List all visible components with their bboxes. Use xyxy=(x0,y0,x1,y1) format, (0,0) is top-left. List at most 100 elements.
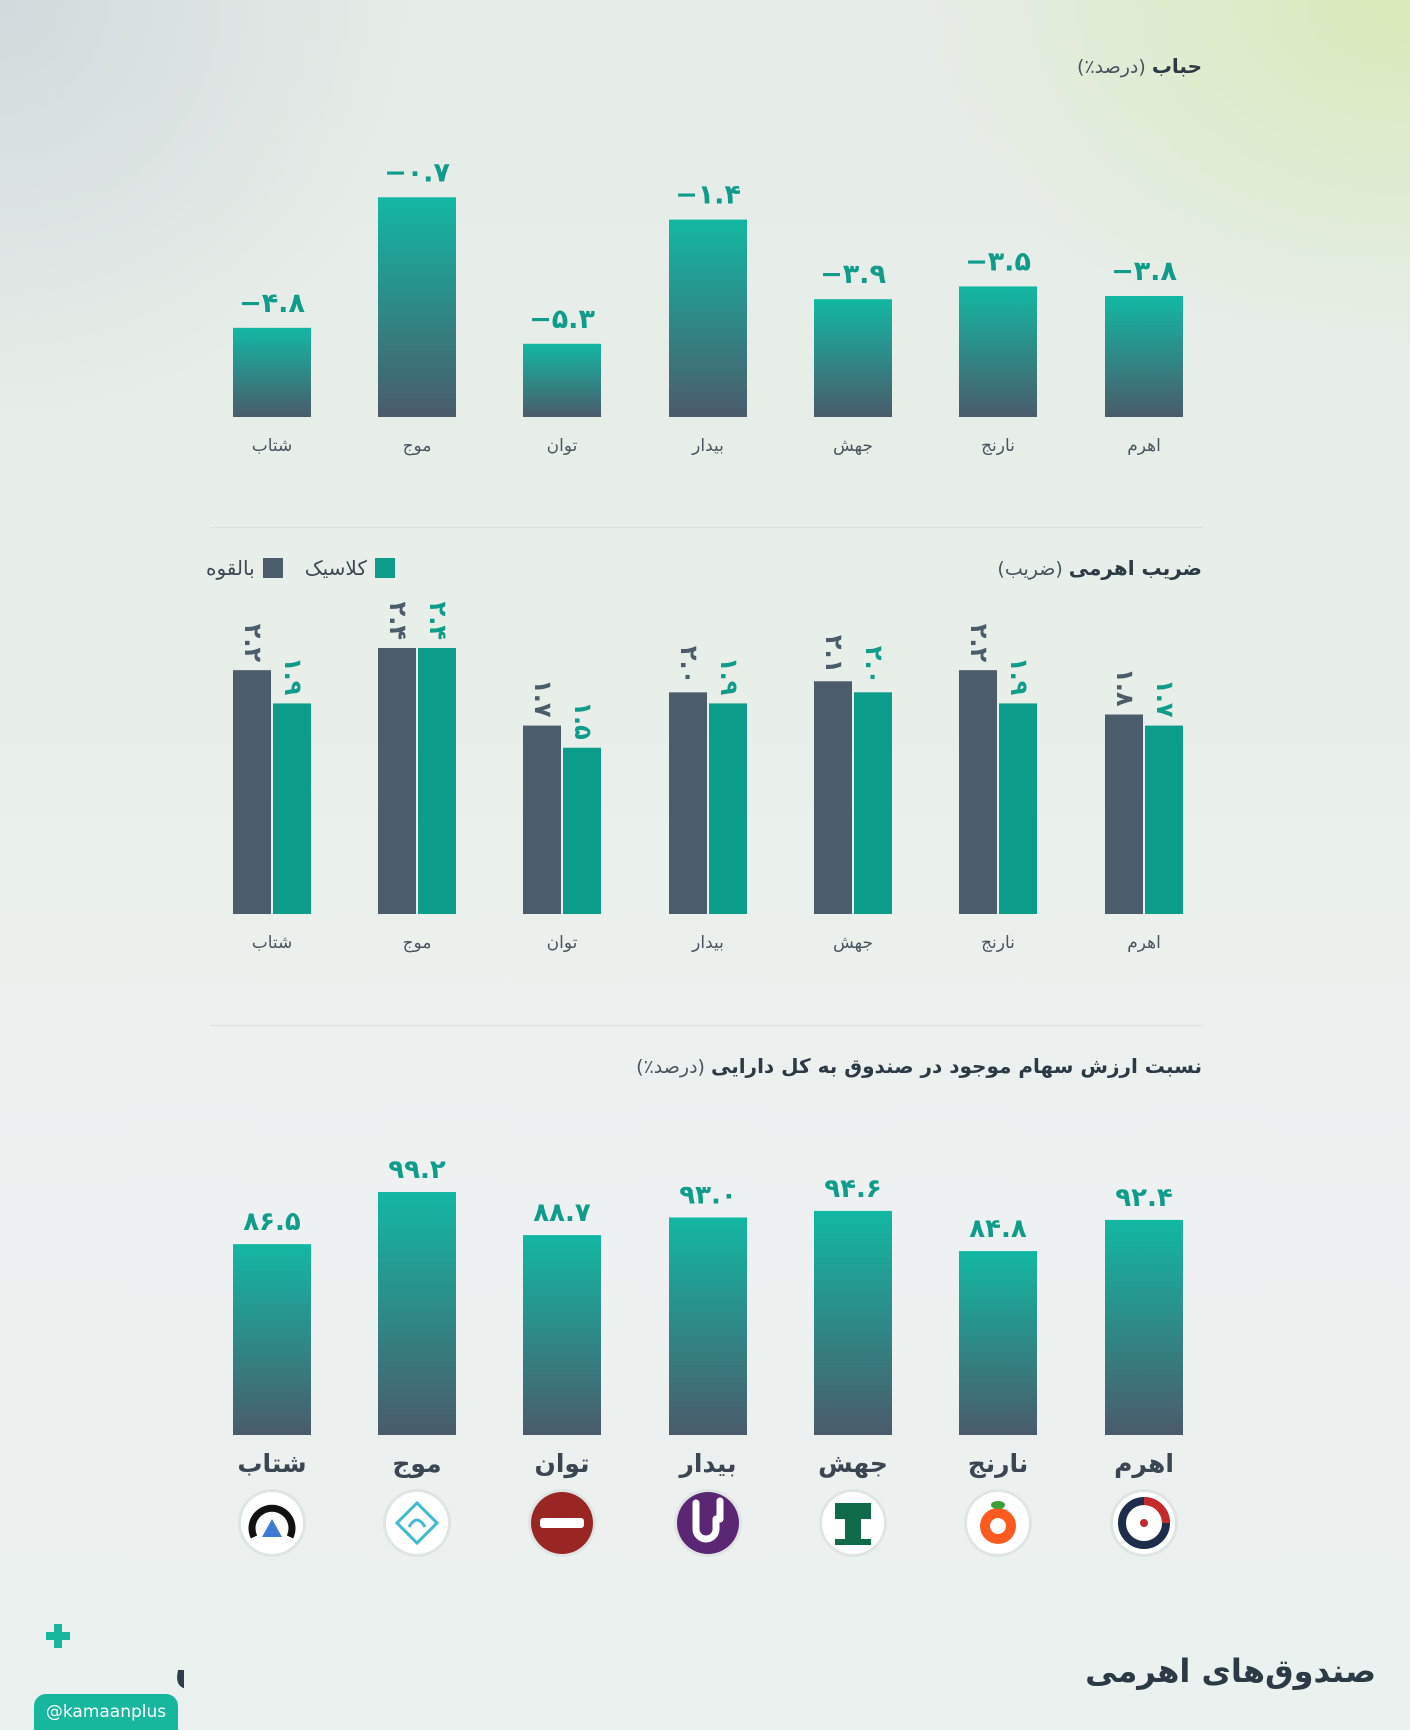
x-label-bubble-0: اهرم xyxy=(1127,436,1161,456)
value-label-ratio-1: ۸۴.۸ xyxy=(969,1214,1027,1244)
value-label-bubble-5: −۰.۷ xyxy=(384,157,450,188)
bar-potential-6 xyxy=(233,670,271,914)
legend-label-classic: کلاسیک xyxy=(304,556,367,580)
x-label-ratio-1: نارنج xyxy=(968,1449,1029,1479)
bar-ratio-2 xyxy=(814,1210,892,1435)
bar-potential-3 xyxy=(669,692,707,914)
bar-potential-4 xyxy=(523,725,561,914)
chart3-title-text: نسبت ارزش سهام موجود در صندوق به کل دارا… xyxy=(710,1054,1202,1078)
bar-bubble-0 xyxy=(1105,296,1183,417)
kamaan-plus-icon xyxy=(46,1624,70,1648)
value-label-classic-3: ۱.۹ xyxy=(715,657,743,696)
value-label-ratio-2: ۹۴.۶ xyxy=(824,1174,881,1204)
tavan-logo-icon xyxy=(528,1489,596,1557)
chart3-unit: (درصد٪) xyxy=(636,1056,705,1078)
value-label-classic-2: ۲.۰ xyxy=(860,646,888,684)
x-label-bubble-2: جهش xyxy=(833,436,873,456)
bar-bubble-6 xyxy=(233,327,311,417)
legend-swatch-potential xyxy=(262,558,283,578)
moj-logo-icon xyxy=(383,1489,451,1557)
bar-bubble-2 xyxy=(814,299,892,417)
x-label-bubble-6: شتاب xyxy=(252,436,293,456)
x-label-bubble-3: بیدار xyxy=(691,436,724,456)
chart2-title: ضریب اهرمی(ضریب) xyxy=(997,556,1202,580)
bar-classic-5 xyxy=(418,648,456,914)
value-label-ratio-4: ۸۸.۷ xyxy=(533,1198,591,1228)
bar-ratio-4 xyxy=(523,1235,601,1435)
value-label-potential-4: ۱.۷ xyxy=(529,679,557,718)
bar-classic-0 xyxy=(1145,725,1183,914)
bar-bubble-1 xyxy=(959,286,1037,417)
bar-classic-1 xyxy=(999,703,1037,914)
value-label-classic-6: ۱.۹ xyxy=(279,657,307,696)
bar-classic-2 xyxy=(854,692,892,914)
chart2-legend: کلاسیک بالقوه xyxy=(206,556,395,580)
bar-potential-0 xyxy=(1105,714,1143,914)
x-label-ratio-0: اهرم xyxy=(1114,1449,1174,1479)
value-label-ratio-3: ۹۳.۰ xyxy=(679,1180,736,1210)
value-label-bubble-6: −۴.۸ xyxy=(239,288,305,319)
value-label-potential-2: ۲.۱ xyxy=(820,635,848,673)
bar-ratio-3 xyxy=(669,1217,747,1435)
kamaan-logo: کمان xyxy=(46,1624,184,1694)
stock-ratio-chart: ۹۲.۴ اهرم ۸۴.۸ نارنج ۹۴.۶ جهش ۹۳.۰ بیدار ۸۸.۷ توا… xyxy=(233,1155,1183,1557)
bar-ratio-1 xyxy=(959,1251,1037,1435)
value-label-potential-0: ۱.۸ xyxy=(1111,668,1139,707)
bar-ratio-6 xyxy=(233,1244,311,1435)
value-label-potential-3: ۲.۰ xyxy=(675,646,703,684)
legend-swatch-classic xyxy=(374,558,395,578)
bar-bubble-5 xyxy=(378,197,456,417)
legend-item-potential: بالقوه xyxy=(206,556,283,580)
x-label-leverage-0: اهرم xyxy=(1127,933,1161,953)
x-label-ratio-2: جهش xyxy=(818,1449,888,1479)
leverage-chart: ۱.۸ ۲.۲ ۲.۱ ۲.۰ ۱.۷ ۲.۴ ۲.۲ ۱.۷ ۱.۹ ۲.۰ ۱.۹ ۱.۵ ۲.۴ ۱… xyxy=(233,602,1183,953)
value-label-potential-6: ۲.۲ xyxy=(239,624,267,663)
legend-item-classic: کلاسیک xyxy=(305,556,395,580)
bar-classic-6 xyxy=(273,703,311,914)
x-label-ratio-5: موج xyxy=(392,1449,441,1479)
value-label-ratio-5: ۹۹.۲ xyxy=(388,1155,446,1185)
divider-2 xyxy=(210,1025,1203,1026)
x-label-ratio-4: توان xyxy=(535,1449,590,1479)
value-label-potential-1: ۲.۲ xyxy=(965,624,993,663)
chart2-title-text: ضریب اهرمی xyxy=(1068,556,1202,580)
shetab-logo-icon xyxy=(238,1489,306,1557)
value-label-classic-5: ۲.۴ xyxy=(424,602,452,640)
bar-bubble-3 xyxy=(669,219,747,417)
narenj-logo-icon xyxy=(964,1489,1032,1557)
x-label-bubble-4: توان xyxy=(547,436,578,456)
footer-title: صندوق‌های اهرمی xyxy=(1085,1652,1376,1690)
brand-name: کمان xyxy=(174,1636,184,1694)
value-label-ratio-0: ۹۲.۴ xyxy=(1115,1183,1172,1213)
bar-potential-2 xyxy=(814,681,852,914)
bar-classic-3 xyxy=(709,703,747,914)
value-label-bubble-1: −۳.۵ xyxy=(965,246,1031,277)
x-label-ratio-6: شتاب xyxy=(237,1449,306,1478)
legend-label-potential: بالقوه xyxy=(206,556,255,580)
value-label-bubble-0: −۳.۸ xyxy=(1111,256,1177,287)
value-label-bubble-4: −۵.۳ xyxy=(529,304,595,335)
value-label-bubble-2: −۳.۹ xyxy=(820,259,886,290)
bar-bubble-4 xyxy=(523,343,601,417)
bar-potential-1 xyxy=(959,670,997,914)
value-label-ratio-6: ۸۶.۵ xyxy=(243,1207,301,1237)
x-label-leverage-3: بیدار xyxy=(691,933,724,953)
x-label-leverage-2: جهش xyxy=(833,933,873,953)
chart1-title-text: حباب xyxy=(1151,54,1202,78)
value-label-bubble-3: −۱.۴ xyxy=(675,180,741,211)
x-label-leverage-5: موج xyxy=(403,933,432,953)
x-label-bubble-1: نارنج xyxy=(981,436,1015,456)
brand-handle[interactable]: @kamaanplus xyxy=(34,1694,178,1730)
x-label-bubble-5: موج xyxy=(403,436,432,456)
value-label-classic-1: ۱.۹ xyxy=(1005,657,1033,696)
x-label-ratio-3: بیدار xyxy=(678,1449,737,1478)
chart3-title: نسبت ارزش سهام موجود در صندوق به کل دارا… xyxy=(636,1054,1202,1078)
bidar-logo-icon xyxy=(674,1489,742,1557)
ahrom-logo-icon xyxy=(1110,1489,1178,1557)
value-label-potential-5: ۲.۴ xyxy=(384,602,412,640)
bar-ratio-0 xyxy=(1105,1219,1183,1435)
value-label-classic-0: ۱.۷ xyxy=(1151,679,1179,718)
bar-classic-4 xyxy=(563,747,601,914)
bubble-chart: −۳.۸ اهرم −۳.۵ نارنج −۳.۹ جهش −۱.۴ بیدار −۵.۳ توا… xyxy=(233,157,1183,456)
chart1-unit: (درصد٪) xyxy=(1077,56,1146,78)
